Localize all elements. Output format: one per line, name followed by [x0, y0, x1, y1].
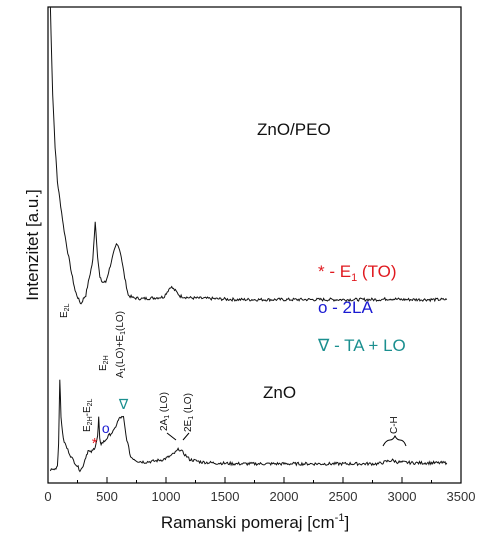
peak-marker-0: * [92, 435, 98, 452]
peak-label-2a1: 2A1 (LO) [159, 392, 171, 431]
legend: * - E1 (TO) o - 2LA ∇ - TA + LO [317, 262, 406, 355]
legend-e1-symbol: * - E [318, 262, 351, 281]
legend-item-e1-to: * - E1 (TO) [318, 262, 397, 284]
marker-layer: *o ∇ [92, 396, 129, 452]
legend-item-2la: o - 2LA [318, 298, 373, 317]
peak-label-e2h: E2H [98, 355, 110, 371]
peak-label-a1-e1: A1(LO)+E1(LO) [115, 311, 127, 378]
plot-frame [47, 6, 462, 484]
peak-labels: E2L E2H-E2L E2H A1(LO)+E1(LO) 2A1 (LO) 2… [59, 303, 407, 447]
x-tick-label-4: 2000 [270, 489, 299, 504]
series-label-zno-peo: ZnO/PEO [257, 120, 331, 139]
legend-e1-end: (TO) [357, 262, 396, 281]
legend-item-ta-lo: ∇ - TA + LO [317, 336, 406, 355]
y-axis-title: Intenzitet [a.u.] [23, 189, 42, 301]
series-label-zno: ZnO [263, 383, 296, 402]
x-axis-title: Ramanski pomeraj [cm-1] [161, 512, 349, 532]
series-line-zno-peo [49, 6, 448, 305]
pointer-2e1 [182, 432, 190, 441]
pointer-2a1 [166, 432, 177, 441]
x-tick-label-6: 3000 [388, 489, 417, 504]
series-layer [49, 6, 448, 473]
x-tick-label-7: 3500 [447, 489, 476, 504]
x-tick-label-0: 0 [44, 489, 51, 504]
x-axis-ticks: 0 500 1000 1500 2000 2500 3000 3500 [44, 477, 475, 504]
legend-e1-sub: 1 [351, 272, 357, 284]
peak-marker-2: ∇ [118, 396, 129, 412]
x-tick-label-1: 500 [96, 489, 118, 504]
peak-label-ch: C-H [389, 416, 400, 434]
peak-label-2e1: 2E1 (LO) [183, 393, 195, 432]
series-line-zno [49, 379, 448, 473]
peak-label-e2h-e2l: E2H-E2L [82, 398, 94, 432]
x-tick-label-2: 1000 [152, 489, 181, 504]
peak-marker-1: o [102, 420, 110, 436]
peak-label-e2l: E2L [59, 303, 71, 318]
x-tick-label-3: 1500 [211, 489, 240, 504]
brace-ch [382, 434, 407, 447]
x-tick-label-5: 2500 [329, 489, 358, 504]
